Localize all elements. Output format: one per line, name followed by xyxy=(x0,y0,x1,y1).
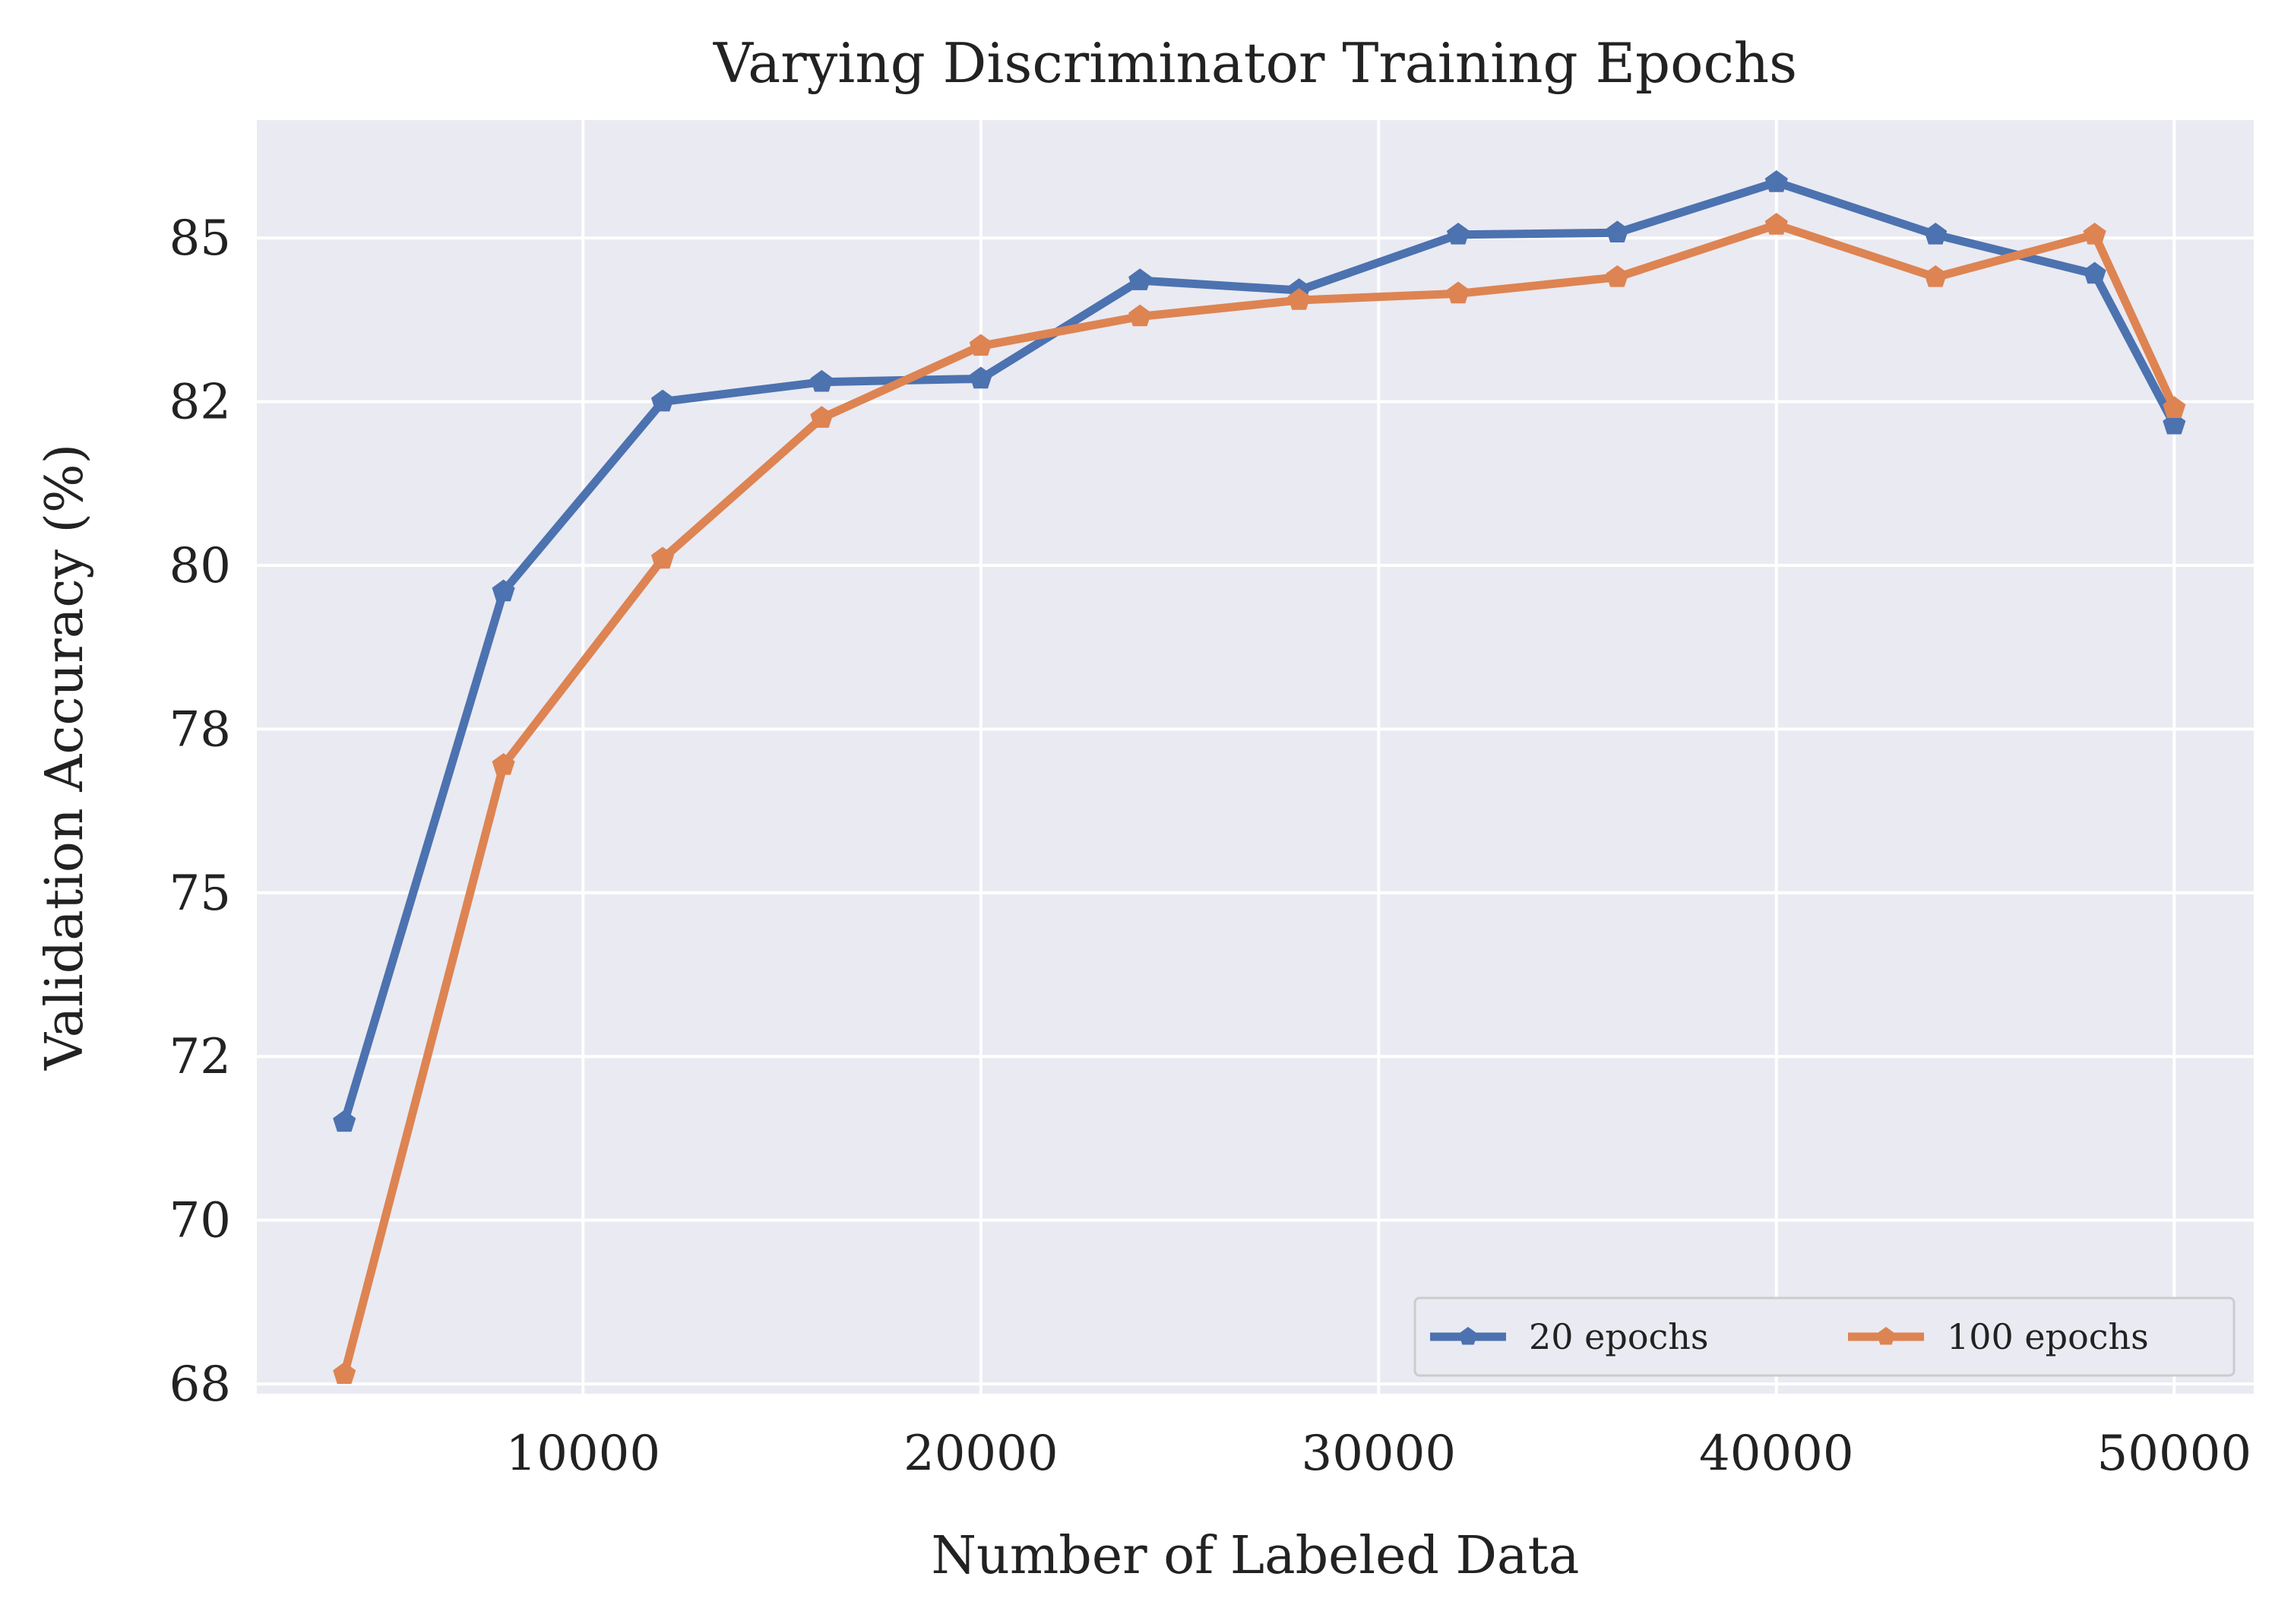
data-point xyxy=(1606,264,1629,287)
x-tick-label: 40000 xyxy=(1699,1426,1854,1482)
legend-marker xyxy=(1876,1327,1896,1345)
data-point xyxy=(650,389,675,412)
data-point xyxy=(492,579,515,602)
legend-entry: 100 epochs xyxy=(1848,1316,2149,1357)
data-point xyxy=(810,369,834,392)
data-point xyxy=(969,334,992,356)
data-point xyxy=(1446,222,1470,245)
data-point xyxy=(2083,222,2106,245)
legend: 20 epochs 100 epochs xyxy=(1413,1296,2236,1377)
x-tick-label: 30000 xyxy=(1301,1426,1456,1482)
y-tick-label: 78 xyxy=(169,701,231,758)
data-point xyxy=(1128,304,1152,327)
y-tick-label: 72 xyxy=(169,1029,231,1085)
data-point xyxy=(2163,396,2186,418)
data-point xyxy=(2163,412,2186,435)
x-tick-label: 10000 xyxy=(505,1426,660,1482)
series-layer xyxy=(333,170,2186,1384)
data-point xyxy=(969,366,992,389)
data-point xyxy=(650,546,675,569)
legend-label: 100 epochs xyxy=(1947,1316,2149,1357)
legend-marker xyxy=(1458,1327,1478,1345)
x-tick-label: 50000 xyxy=(2097,1426,2252,1482)
data-point xyxy=(2083,261,2106,284)
legend-entries: 20 epochs 100 epochs xyxy=(1430,1316,2149,1357)
y-axis-label: Validation Accuracy (%) xyxy=(35,444,95,1071)
data-point xyxy=(810,406,834,428)
x-axis-label: Number of Labeled Data xyxy=(932,1526,1580,1586)
data-point xyxy=(1446,281,1470,304)
y-tick-label: 68 xyxy=(169,1356,231,1413)
data-point xyxy=(1764,213,1788,235)
data-point xyxy=(333,1110,356,1132)
data-point xyxy=(1287,288,1311,310)
grid-lines xyxy=(257,120,2254,1394)
data-point xyxy=(1606,220,1629,242)
chart-title: Varying Discriminator Training Epochs xyxy=(713,31,1797,95)
y-tick-label: 85 xyxy=(169,211,231,267)
data-point xyxy=(1924,222,1948,245)
y-tick-label: 70 xyxy=(169,1193,231,1249)
y-tick-label: 75 xyxy=(169,866,231,922)
data-point xyxy=(1128,268,1152,290)
plot-area xyxy=(257,120,2254,1394)
y-tick-label: 82 xyxy=(169,375,231,431)
legend-label: 20 epochs xyxy=(1529,1316,1709,1357)
series-2 xyxy=(333,213,2186,1384)
data-point xyxy=(1764,170,1788,192)
data-point xyxy=(333,1362,356,1384)
data-point xyxy=(492,752,515,775)
tick-labels: 10000 20000 30000 40000 50000 68 70 72 75 78 80 82 8… xyxy=(169,211,2252,1482)
legend-box xyxy=(1413,1296,2236,1377)
legend-entry: 20 epochs xyxy=(1430,1316,1709,1357)
y-tick-label: 80 xyxy=(169,538,231,594)
data-point xyxy=(1924,264,1948,287)
x-tick-label: 20000 xyxy=(903,1426,1058,1482)
